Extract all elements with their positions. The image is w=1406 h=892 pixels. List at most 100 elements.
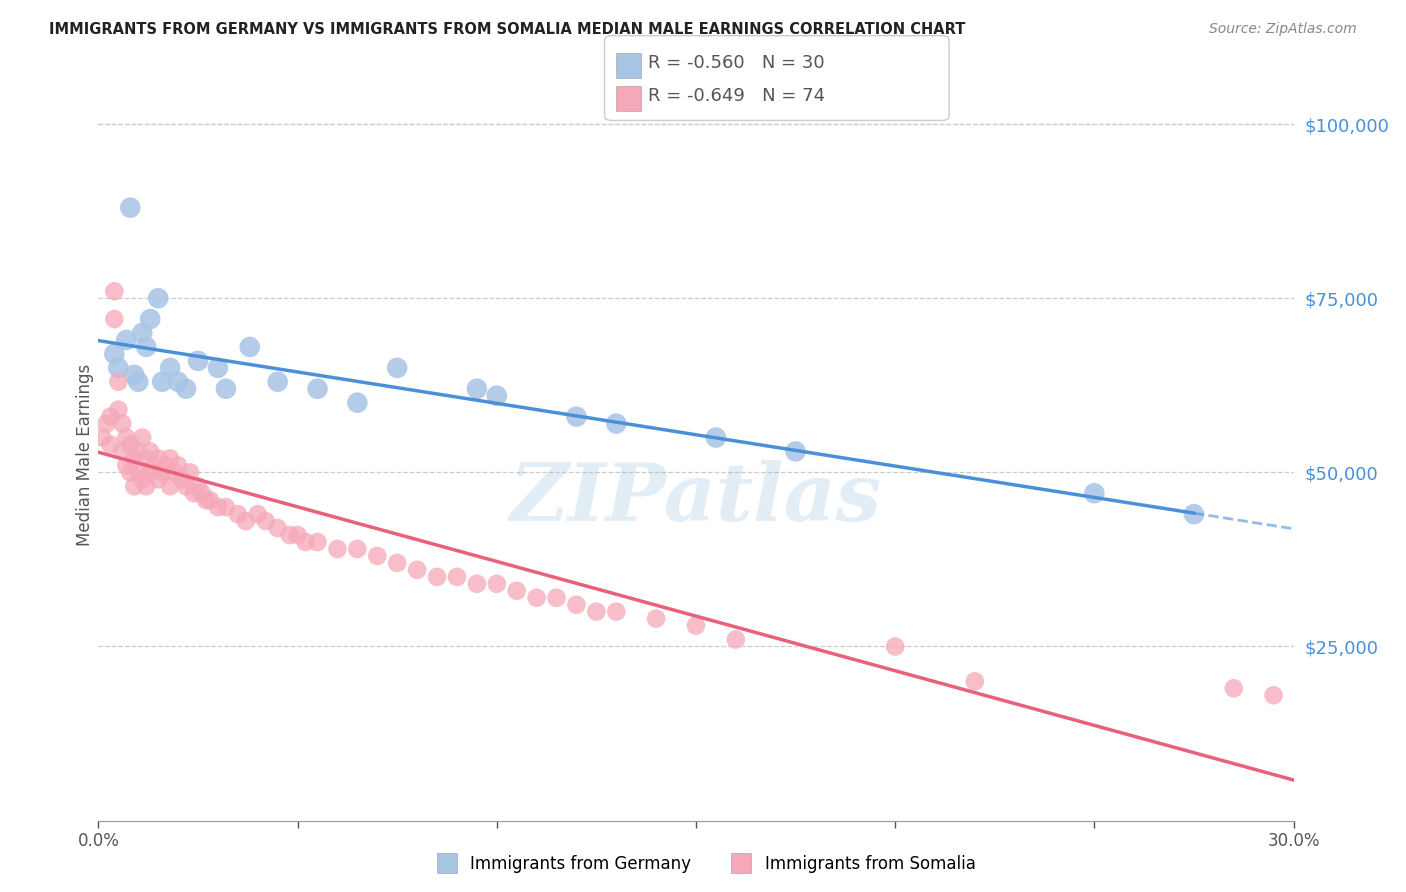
Point (96, 417, 118, 431)
Point (187, 479, 209, 493)
Point (107, 375, 129, 389)
Point (207, 360, 229, 375)
Point (239, 340, 262, 354)
Point (215, 382, 238, 396)
Point (183, 486, 205, 500)
Point (127, 444, 149, 458)
Point (267, 375, 290, 389)
Text: IMMIGRANTS FROM GERMANY VS IMMIGRANTS FROM SOMALIA MEDIAN MALE EARNINGS CORRELAT: IMMIGRANTS FROM GERMANY VS IMMIGRANTS FR… (49, 22, 966, 37)
Point (124, 479, 146, 493)
Point (785, 444, 807, 458)
Text: R = -0.649   N = 74: R = -0.649 N = 74 (648, 87, 825, 104)
Point (565, 409, 588, 424)
Point (107, 402, 129, 417)
Point (187, 354, 209, 368)
Point (385, 360, 409, 375)
Point (159, 479, 181, 493)
Point (884, 640, 907, 654)
Point (111, 417, 134, 431)
Point (1263, 688, 1285, 702)
Point (724, 632, 747, 647)
Point (426, 570, 449, 584)
Point (307, 535, 329, 549)
Point (546, 591, 568, 605)
Point (115, 430, 138, 444)
Point (346, 395, 368, 409)
Point (704, 430, 727, 444)
Point (148, 472, 170, 486)
Point (1083, 486, 1105, 500)
Text: Source: ZipAtlas.com: Source: ZipAtlas.com (1209, 22, 1357, 37)
Point (124, 451, 146, 466)
Point (103, 284, 125, 298)
Point (346, 541, 368, 556)
Point (446, 570, 468, 584)
Point (226, 507, 249, 521)
Point (465, 382, 488, 396)
Point (645, 612, 668, 626)
Point (131, 430, 153, 444)
Point (485, 389, 508, 403)
Point (294, 535, 316, 549)
Point (366, 549, 388, 563)
Point (585, 605, 607, 619)
Point (124, 368, 146, 382)
Point (131, 326, 153, 340)
Point (135, 340, 157, 354)
Point (287, 528, 309, 542)
Point (278, 528, 301, 542)
Point (267, 521, 290, 535)
Point (127, 375, 149, 389)
Point (565, 598, 588, 612)
Point (155, 458, 177, 473)
Point (135, 451, 157, 466)
Point (207, 500, 229, 515)
Point (167, 375, 190, 389)
Point (111, 444, 134, 458)
Point (115, 333, 138, 347)
Text: ZIPatlas: ZIPatlas (510, 460, 882, 538)
Point (103, 312, 125, 326)
Point (246, 507, 269, 521)
Point (605, 417, 627, 431)
Point (163, 466, 186, 480)
Point (191, 486, 214, 500)
Point (98, 409, 122, 424)
Point (159, 451, 181, 466)
Point (254, 514, 277, 528)
Point (506, 583, 529, 598)
Point (115, 458, 138, 473)
Point (135, 479, 157, 493)
Point (406, 563, 429, 577)
Point (174, 479, 197, 493)
Point (605, 605, 627, 619)
Point (235, 514, 257, 528)
Point (91, 430, 114, 444)
Point (148, 291, 170, 305)
Point (326, 541, 349, 556)
Point (103, 347, 125, 361)
Legend: Immigrants from Germany, Immigrants from Somalia: Immigrants from Germany, Immigrants from… (423, 848, 983, 880)
Point (198, 493, 221, 508)
Point (1182, 507, 1205, 521)
Point (150, 466, 173, 480)
Point (1223, 681, 1246, 696)
Point (120, 466, 142, 480)
Point (485, 576, 508, 591)
Point (526, 591, 548, 605)
Point (465, 576, 488, 591)
Point (120, 201, 142, 215)
Point (195, 493, 218, 508)
Point (150, 375, 173, 389)
Text: R = -0.560   N = 30: R = -0.560 N = 30 (648, 54, 825, 72)
Point (174, 382, 197, 396)
Point (139, 466, 162, 480)
Y-axis label: Median Male Earnings: Median Male Earnings (76, 364, 94, 546)
Point (131, 472, 153, 486)
Point (179, 466, 201, 480)
Point (307, 382, 329, 396)
Point (385, 556, 409, 570)
Point (127, 466, 149, 480)
Point (139, 312, 162, 326)
Point (120, 437, 142, 451)
